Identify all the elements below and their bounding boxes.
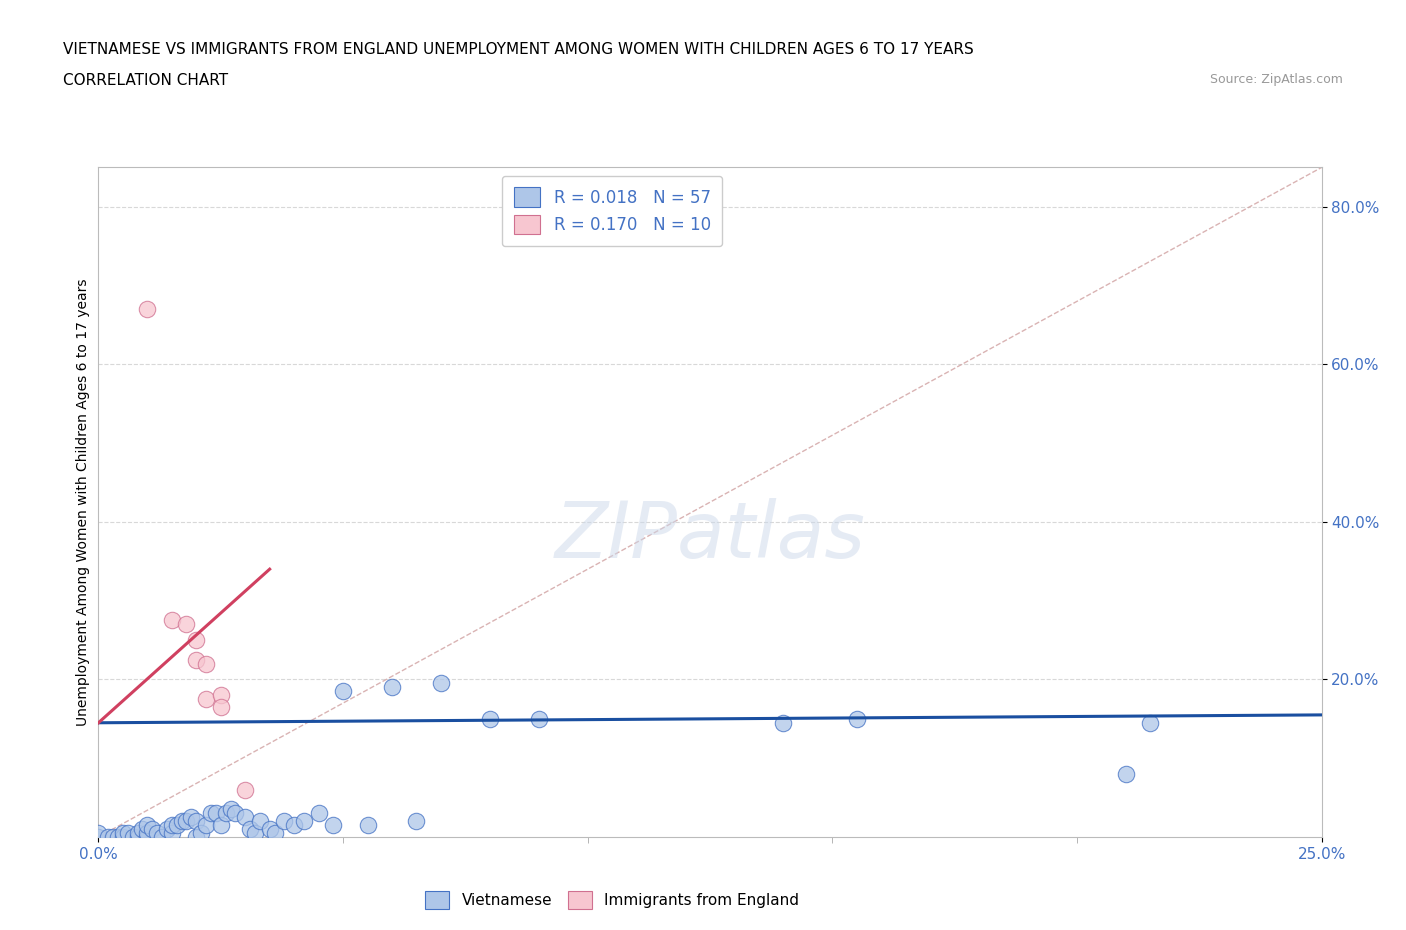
Point: [141, 822, 163, 837]
Point: [136, 817, 159, 832]
Point: [292, 814, 315, 829]
Point: [176, 617, 198, 631]
Point: [209, 688, 232, 703]
Point: [1115, 766, 1137, 781]
Point: [160, 613, 183, 628]
Text: CORRELATION CHART: CORRELATION CHART: [63, 73, 228, 87]
Y-axis label: Unemployment Among Women with Children Ages 6 to 17 years: Unemployment Among Women with Children A…: [76, 278, 90, 726]
Point: [214, 806, 236, 821]
Point: [127, 830, 149, 844]
Point: [121, 830, 143, 844]
Point: [170, 814, 193, 829]
Point: [195, 657, 218, 671]
Point: [478, 711, 501, 726]
Point: [117, 826, 139, 841]
Point: [160, 817, 183, 832]
Text: Source: ZipAtlas.com: Source: ZipAtlas.com: [1209, 73, 1343, 86]
Point: [166, 817, 188, 832]
Point: [205, 806, 228, 821]
Point: [180, 810, 202, 825]
Point: [190, 826, 212, 841]
Point: [249, 814, 271, 829]
Point: [224, 806, 246, 821]
Legend: Vietnamese, Immigrants from England: Vietnamese, Immigrants from England: [418, 884, 807, 916]
Point: [200, 806, 222, 821]
Point: [195, 692, 218, 707]
Point: [308, 806, 330, 821]
Point: [195, 817, 218, 832]
Point: [127, 826, 149, 841]
Point: [131, 822, 153, 837]
Point: [136, 830, 159, 844]
Point: [356, 817, 378, 832]
Point: [259, 822, 281, 837]
Point: [332, 684, 354, 698]
Point: [156, 822, 179, 837]
Point: [209, 817, 232, 832]
Point: [527, 711, 550, 726]
Point: [186, 632, 208, 647]
Point: [136, 826, 159, 841]
Point: [405, 814, 427, 829]
Point: [176, 814, 198, 829]
Point: [111, 830, 134, 844]
Point: [160, 826, 183, 841]
Point: [243, 826, 266, 841]
Point: [845, 711, 868, 726]
Point: [87, 826, 110, 841]
Point: [1139, 715, 1161, 730]
Point: [186, 814, 208, 829]
Point: [233, 810, 256, 825]
Point: [146, 826, 169, 841]
Point: [111, 826, 134, 841]
Point: [136, 301, 159, 316]
Point: [97, 830, 120, 844]
Point: [150, 830, 173, 844]
Text: ZIPatlas: ZIPatlas: [554, 498, 866, 574]
Point: [273, 814, 295, 829]
Point: [263, 826, 285, 841]
Point: [209, 699, 232, 714]
Point: [430, 676, 453, 691]
Point: [87, 830, 110, 844]
Point: [283, 817, 305, 832]
Text: VIETNAMESE VS IMMIGRANTS FROM ENGLAND UNEMPLOYMENT AMONG WOMEN WITH CHILDREN AGE: VIETNAMESE VS IMMIGRANTS FROM ENGLAND UN…: [63, 42, 974, 57]
Point: [186, 652, 208, 667]
Point: [107, 830, 129, 844]
Point: [233, 782, 256, 797]
Point: [772, 715, 794, 730]
Point: [186, 830, 208, 844]
Point: [322, 817, 344, 832]
Point: [219, 802, 242, 817]
Point: [239, 822, 262, 837]
Point: [381, 680, 404, 695]
Point: [101, 830, 124, 844]
